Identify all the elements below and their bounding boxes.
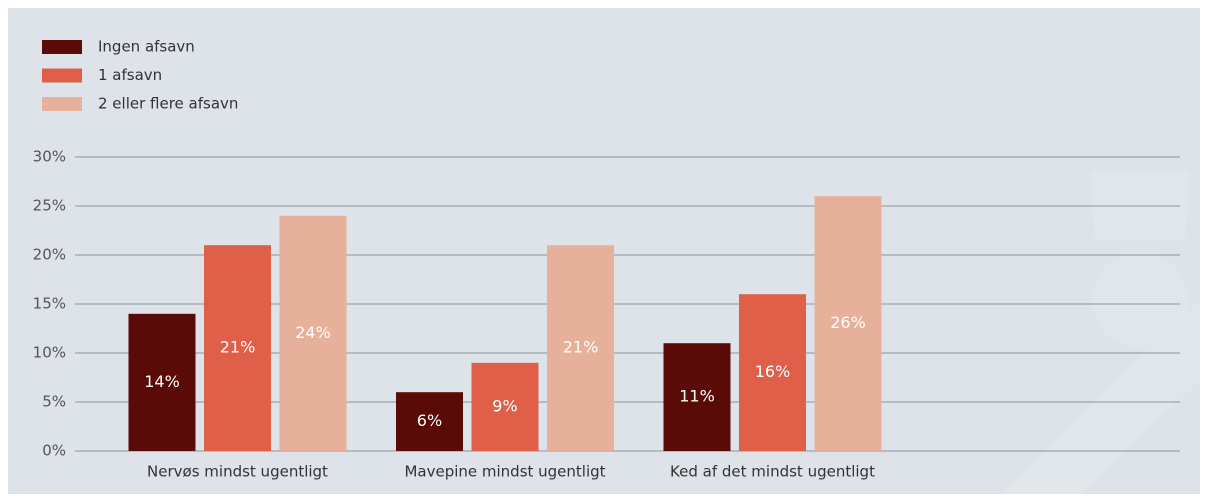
y-tick-label: 10%	[33, 344, 66, 362]
y-tick-label: 30%	[33, 148, 66, 166]
bar	[663, 343, 731, 451]
legend-swatch	[42, 68, 82, 83]
bar	[204, 245, 271, 451]
value-label: 16%	[755, 362, 791, 381]
legend-label: Ingen afsavn	[98, 38, 195, 56]
value-label: 11%	[679, 387, 715, 406]
x-tick-label: Mavepine mindst ugentligt	[404, 463, 605, 481]
value-label: 14%	[144, 372, 180, 391]
y-tick-label: 5%	[42, 393, 66, 411]
watermark	[1000, 170, 1200, 494]
value-label: 6%	[417, 411, 442, 430]
value-label: 21%	[220, 338, 256, 357]
y-tick-label: 25%	[33, 197, 66, 215]
y-tick-label: 15%	[33, 295, 66, 313]
value-label: 9%	[492, 396, 517, 415]
legend-label: 2 eller flere afsavn	[98, 95, 238, 113]
value-label: 24%	[295, 323, 331, 342]
bar	[471, 362, 539, 451]
legend-label: 1 afsavn	[98, 66, 162, 84]
legend-swatch	[42, 40, 82, 54]
x-tick-label: Nervøs mindst ugentligt	[147, 463, 328, 481]
legend-swatch	[42, 97, 82, 111]
value-label: 26%	[830, 313, 866, 332]
bar	[396, 392, 463, 451]
bar	[279, 215, 347, 451]
y-tick-label: 0%	[42, 442, 66, 460]
x-tick-label: Ked af det mindst ugentligt	[670, 463, 875, 481]
bar	[547, 245, 614, 451]
y-tick-label: 20%	[33, 246, 66, 264]
bar	[814, 196, 882, 451]
bar	[739, 294, 806, 451]
bar	[128, 313, 196, 451]
value-label: 21%	[563, 338, 599, 357]
